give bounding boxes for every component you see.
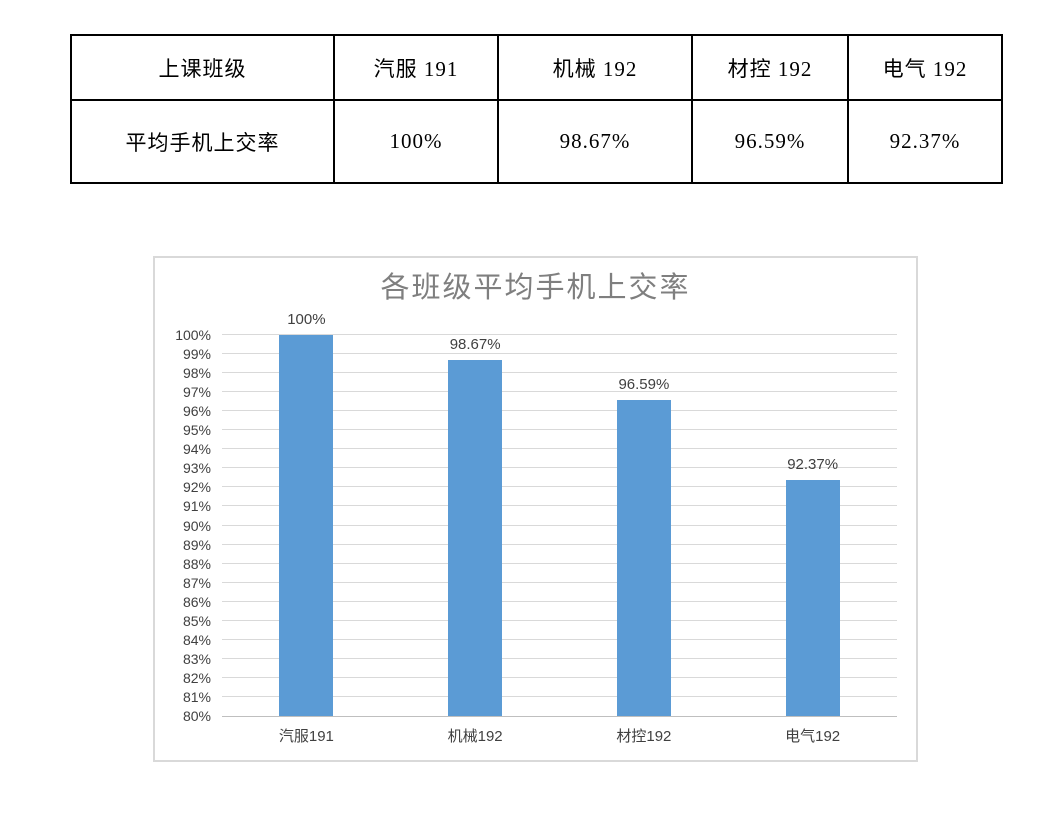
y-tick-label: 80%	[182, 708, 211, 724]
gridline	[222, 467, 897, 469]
gridline	[222, 372, 897, 374]
x-axis-line	[222, 716, 897, 717]
bar-data-label: 96.59%	[618, 375, 670, 393]
gridline	[222, 676, 897, 678]
y-tick-label: 97%	[182, 384, 211, 401]
table-cell-rate-1: 100%	[333, 99, 499, 184]
bar-data-label: 92.37%	[787, 456, 839, 474]
y-tick-label: 82%	[182, 669, 211, 686]
gridline	[222, 391, 897, 393]
bar-材控192	[616, 399, 671, 716]
table-cell-class-4: 电气 192	[847, 34, 1003, 101]
gridline	[222, 581, 897, 583]
gridline	[222, 353, 897, 355]
y-tick-label: 100%	[175, 327, 211, 343]
bar-电气192	[785, 480, 840, 716]
table-row-classes: 上课班级 汽服 191 机械 192 材控 192 电气 192	[70, 34, 1003, 101]
gridline	[222, 600, 897, 602]
table-cell-rate-4: 92.37%	[847, 99, 1003, 184]
table-cell-rate-2: 98.67%	[497, 99, 693, 184]
y-tick-label: 85%	[182, 612, 211, 629]
table-cell-class-3: 材控 192	[691, 34, 849, 101]
gridline	[222, 334, 897, 335]
y-tick-label: 99%	[182, 346, 211, 363]
table-cell-rate-3: 96.59%	[691, 99, 849, 184]
y-tick-label: 84%	[182, 631, 211, 648]
y-tick-label: 91%	[182, 498, 211, 515]
plot-area: 100% 98.67% 96.59% 92.37%	[222, 311, 897, 717]
gridline	[222, 562, 897, 564]
gridline	[222, 657, 897, 659]
y-tick-label: 92%	[182, 479, 211, 496]
y-tick-label: 95%	[182, 422, 211, 439]
y-tick-label: 89%	[182, 536, 211, 553]
bar-data-label: 98.67%	[449, 336, 501, 354]
chart-container: 各班级平均手机上交率 100% 98.67% 96.59% 92.37% 100% 99…	[153, 256, 918, 762]
gridline	[222, 410, 897, 412]
gridline	[222, 638, 897, 640]
y-tick-label: 90%	[182, 517, 211, 534]
y-tick-label: 96%	[182, 403, 211, 420]
y-tick-label: 87%	[182, 574, 211, 591]
x-category-label: 汽服191	[278, 728, 334, 745]
gridline	[222, 695, 897, 697]
x-category-label: 电气192	[785, 728, 841, 745]
bar-汽服191	[279, 335, 334, 716]
bar-机械192	[448, 360, 503, 716]
y-tick-label: 88%	[182, 555, 211, 572]
chart-title: 各班级平均手机上交率	[380, 272, 691, 304]
table-cell-class-1: 汽服 191	[333, 34, 499, 101]
gridline	[222, 524, 897, 526]
table-cell-row-header: 平均手机上交率	[70, 99, 335, 184]
y-tick-label: 83%	[182, 650, 211, 667]
table-cell-class-2: 机械 192	[497, 34, 693, 101]
gridline	[222, 543, 897, 545]
gridline	[222, 486, 897, 488]
gridline	[222, 505, 897, 507]
gridline	[222, 448, 897, 450]
table-cell-row-header: 上课班级	[70, 34, 335, 101]
y-tick-label: 86%	[182, 593, 211, 610]
gridline	[222, 429, 897, 431]
bar-data-label: 100%	[287, 311, 326, 328]
x-category-label: 机械192	[447, 728, 503, 745]
class-rate-table: 上课班级 汽服 191 机械 192 材控 192 电气 192 平均手机上交率…	[70, 34, 1003, 184]
gridline	[222, 619, 897, 621]
y-tick-label: 81%	[182, 688, 211, 705]
y-tick-label: 93%	[182, 460, 211, 477]
table-row-rates: 平均手机上交率 100% 98.67% 96.59% 92.37%	[70, 99, 1003, 184]
y-tick-label: 98%	[182, 365, 211, 382]
x-category-label: 材控192	[616, 728, 672, 745]
y-tick-label: 94%	[182, 441, 211, 458]
